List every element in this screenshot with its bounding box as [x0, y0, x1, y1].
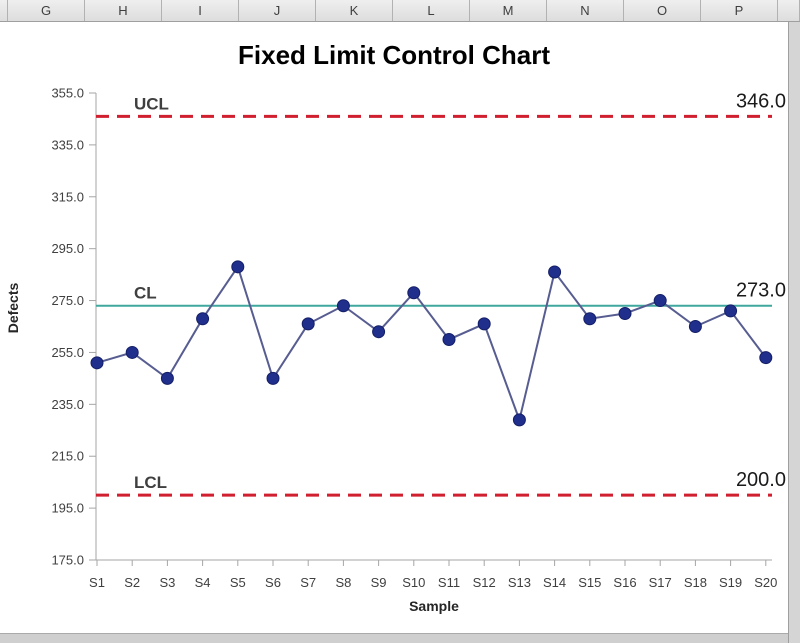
x-tick-label: S20: [754, 575, 777, 590]
x-tick-label: S8: [335, 575, 351, 590]
column-header-M[interactable]: M: [470, 0, 547, 21]
y-tick-label: 315.0: [51, 189, 84, 204]
ref-label-cl: CL: [134, 284, 157, 303]
ref-value-lcl: 200.0: [736, 469, 786, 491]
data-point-s17[interactable]: [653, 294, 667, 308]
data-point-s9[interactable]: [372, 325, 386, 339]
column-header-I[interactable]: I: [162, 0, 239, 21]
x-tick-label: S12: [473, 575, 496, 590]
data-point-s20[interactable]: [759, 351, 773, 365]
y-tick-label: 235.0: [51, 397, 84, 412]
y-tick-label: 355.0: [51, 86, 84, 101]
chart-title: Fixed Limit Control Chart: [238, 40, 550, 70]
x-tick-label: S3: [159, 575, 175, 590]
column-header-stub-end: [778, 0, 800, 21]
column-header-P[interactable]: P: [701, 0, 778, 21]
data-point-s7[interactable]: [301, 317, 315, 331]
data-point-s16[interactable]: [618, 307, 632, 321]
y-tick-label: 195.0: [51, 501, 84, 516]
data-point-s18[interactable]: [688, 320, 702, 333]
chart-object[interactable]: Fixed Limit Control Chart 355.0 335.0 315.…: [0, 22, 788, 633]
data-point-s10[interactable]: [407, 286, 421, 300]
data-point-s2[interactable]: [125, 345, 139, 359]
data-point-s8[interactable]: [336, 299, 350, 313]
x-tick-label: S16: [613, 575, 636, 590]
data-point-s4[interactable]: [196, 312, 210, 326]
x-tick-label: S11: [438, 575, 460, 590]
ref-label-lcl: LCL: [134, 473, 167, 492]
y-axis-title: Defects: [5, 282, 21, 334]
x-tick-label: S19: [719, 575, 742, 590]
x-tick-label: S9: [371, 575, 387, 590]
y-tick-label: 215.0: [51, 449, 84, 464]
y-tick-label: 295.0: [51, 241, 84, 256]
x-tick-label: S15: [578, 575, 601, 590]
x-tick-label: S17: [649, 575, 672, 590]
sheet-background-right: [788, 22, 800, 643]
ref-label-ucl: UCL: [134, 94, 169, 113]
x-tick-label: S5: [230, 575, 246, 590]
column-header-J[interactable]: J: [239, 0, 316, 21]
column-header-L[interactable]: L: [393, 0, 470, 21]
x-tick-label: S10: [402, 575, 425, 590]
y-tick-label: 175.0: [51, 553, 84, 568]
x-tick-label: S14: [543, 575, 566, 590]
sheet-background-bottom: [0, 633, 788, 643]
data-point-s15[interactable]: [583, 312, 597, 326]
column-header-H[interactable]: H: [85, 0, 162, 21]
column-header-O[interactable]: O: [624, 0, 701, 21]
x-tick-label: S4: [195, 575, 211, 590]
x-tick-label: S6: [265, 575, 281, 590]
ref-value-ucl: 346.0: [736, 90, 786, 112]
y-tick-label: 335.0: [51, 137, 84, 152]
data-point-s12[interactable]: [477, 317, 491, 331]
y-tick-label: 275.0: [51, 293, 84, 308]
x-tick-label: S1: [89, 575, 105, 590]
data-point-s1[interactable]: [90, 356, 104, 370]
x-tick-label: S7: [300, 575, 316, 590]
column-header-stub: [0, 0, 8, 21]
series-line[interactable]: [96, 264, 767, 424]
x-tick-label: S2: [124, 575, 140, 590]
data-point-s11[interactable]: [442, 332, 456, 346]
data-point-s3[interactable]: [160, 371, 174, 385]
plot-svg[interactable]: 355.0 335.0 315.0 295.0 275.0 255.0 235.0 215.0…: [0, 22, 788, 633]
x-tick-label: S13: [508, 575, 531, 590]
data-point-s13[interactable]: [512, 413, 526, 427]
column-header-N[interactable]: N: [547, 0, 624, 21]
data-point-s5[interactable]: [231, 260, 245, 274]
data-point-s14[interactable]: [548, 265, 562, 279]
column-header-G[interactable]: G: [8, 0, 85, 21]
data-point-s6[interactable]: [266, 371, 280, 385]
column-header-K[interactable]: K: [316, 0, 393, 21]
y-tick-label: 255.0: [51, 345, 84, 360]
data-point-s19[interactable]: [724, 304, 738, 318]
x-axis-title: Sample: [409, 598, 459, 614]
x-tick-label: S18: [684, 575, 707, 590]
ref-value-cl: 273.0: [736, 280, 786, 302]
